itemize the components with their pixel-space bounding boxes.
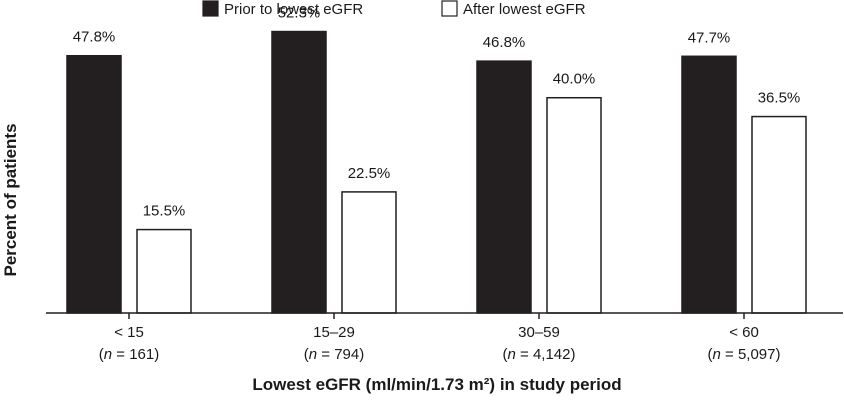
- bar-after-3: [751, 115, 807, 314]
- bar-after-0: [136, 228, 192, 314]
- bar-label-prior-3: 47.7%: [688, 29, 731, 46]
- bar-prior-3: [681, 55, 737, 314]
- y-axis-title: Percent of patients: [1, 123, 20, 276]
- bar-label-after-1: 22.5%: [348, 165, 391, 182]
- legend-swatch-after: [441, 0, 458, 17]
- x-tick-label-3: < 60: [729, 324, 759, 341]
- x-tick-label-1: 15–29: [313, 324, 355, 341]
- bar-after-2: [546, 96, 602, 314]
- x-axis-title: Lowest eGFR (ml/min/1.73 m²) in study pe…: [252, 375, 621, 394]
- bar-prior-0: [66, 54, 122, 314]
- x-tick-sample-size-2: (n = 4,142): [503, 346, 576, 363]
- legend-label-prior: Prior to lowest eGFR: [224, 1, 363, 18]
- bar-prior-2: [476, 60, 532, 314]
- bar-label-after-3: 36.5%: [758, 90, 801, 107]
- legend-label-after: After lowest eGFR: [463, 1, 586, 18]
- bar-labels-group: 47.8% 15.5% 52.3% 22.5% 46.8% 40.0% 47.7% 36.5%: [73, 5, 801, 220]
- x-tick-label-0: < 15: [114, 324, 144, 341]
- bar-after-1: [341, 191, 397, 314]
- bar-prior-1: [271, 30, 327, 314]
- x-tick-label-2: 30–59: [518, 324, 560, 341]
- x-tick-sample-size-3: (n = 5,097): [708, 346, 781, 363]
- bar-label-after-2: 40.0%: [553, 71, 596, 88]
- x-tick-sample-size-0: (n = 161): [99, 346, 159, 363]
- legend-swatch-prior: [202, 0, 219, 17]
- legend: Prior to lowest eGFR After lowest eGFR: [202, 0, 586, 18]
- bar-label-prior-2: 46.8%: [483, 34, 526, 51]
- bar-label-after-0: 15.5%: [143, 203, 186, 220]
- bar-label-prior-1: 52.3%: [278, 5, 321, 22]
- x-ticks-group: < 15 (n = 161) 15–29 (n = 794) 30–59 (n = 4,1…: [99, 313, 781, 363]
- bars-group: [66, 30, 807, 314]
- x-tick-sample-size-1: (n = 794): [304, 346, 364, 363]
- bar-label-prior-0: 47.8%: [73, 29, 116, 46]
